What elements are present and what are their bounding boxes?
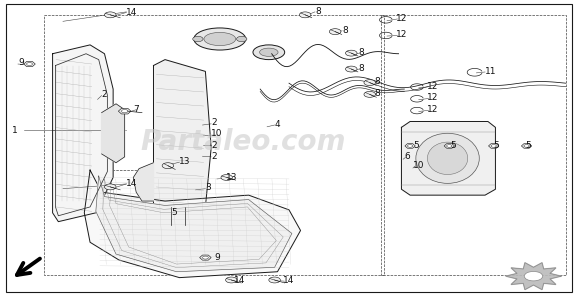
Text: 12: 12 [427, 82, 439, 91]
Text: 5: 5 [171, 208, 176, 217]
Text: 14: 14 [127, 8, 138, 17]
Ellipse shape [427, 142, 468, 175]
Text: 8: 8 [375, 77, 380, 86]
Polygon shape [118, 108, 131, 114]
Polygon shape [521, 144, 532, 148]
Text: 12: 12 [427, 105, 439, 114]
Ellipse shape [192, 36, 203, 42]
Circle shape [105, 12, 116, 18]
Circle shape [447, 145, 452, 147]
Polygon shape [402, 121, 495, 195]
Circle shape [346, 50, 357, 56]
Circle shape [269, 277, 280, 283]
Circle shape [221, 175, 232, 180]
Text: 11: 11 [485, 67, 497, 76]
Polygon shape [24, 62, 35, 67]
Polygon shape [96, 176, 292, 272]
Text: 13: 13 [225, 173, 237, 182]
Polygon shape [199, 255, 211, 260]
Circle shape [329, 29, 341, 35]
Text: 5: 5 [525, 141, 531, 149]
Text: 10: 10 [211, 129, 223, 138]
Text: 9: 9 [18, 58, 24, 67]
Circle shape [121, 110, 128, 113]
Text: 8: 8 [358, 48, 364, 57]
Text: 3: 3 [205, 183, 211, 192]
Bar [381, 15, 566, 275]
Text: 2: 2 [211, 141, 217, 149]
Polygon shape [102, 104, 125, 163]
Text: 14: 14 [127, 179, 138, 188]
Polygon shape [488, 144, 499, 148]
Circle shape [27, 62, 32, 65]
Circle shape [524, 145, 529, 147]
Ellipse shape [194, 28, 246, 50]
Circle shape [407, 145, 413, 147]
Circle shape [524, 271, 543, 281]
Polygon shape [405, 144, 415, 148]
Text: Partaleo.com: Partaleo.com [140, 128, 346, 156]
Polygon shape [444, 144, 454, 148]
Text: 2: 2 [211, 118, 217, 128]
Bar [44, 15, 384, 275]
Polygon shape [53, 45, 113, 222]
Text: 8: 8 [375, 89, 380, 98]
Polygon shape [134, 163, 154, 201]
Text: 5: 5 [413, 141, 418, 149]
Text: 10: 10 [413, 161, 424, 170]
Circle shape [202, 256, 208, 259]
Circle shape [299, 12, 311, 18]
Text: 8: 8 [315, 7, 321, 15]
Circle shape [491, 145, 497, 147]
Ellipse shape [253, 45, 285, 59]
Text: 13: 13 [179, 157, 191, 166]
Circle shape [105, 184, 116, 190]
Text: 2: 2 [211, 152, 217, 161]
Text: 1: 1 [12, 126, 18, 135]
Text: 8: 8 [342, 26, 348, 35]
Circle shape [225, 277, 237, 283]
Text: 4: 4 [275, 120, 280, 129]
Text: 7: 7 [134, 105, 139, 114]
Circle shape [346, 66, 357, 72]
Text: 6: 6 [405, 152, 410, 161]
Text: 14: 14 [283, 276, 295, 285]
Text: 12: 12 [427, 94, 439, 102]
Text: 5: 5 [450, 141, 456, 149]
Polygon shape [154, 59, 211, 216]
Polygon shape [84, 170, 301, 278]
Text: 2: 2 [102, 91, 108, 99]
Circle shape [364, 91, 376, 97]
Text: 14: 14 [234, 276, 246, 285]
Bar [90, 170, 188, 208]
Text: 12: 12 [396, 14, 407, 23]
Ellipse shape [236, 36, 247, 42]
Text: 9: 9 [214, 252, 220, 261]
Ellipse shape [204, 32, 236, 46]
Circle shape [162, 163, 173, 169]
Ellipse shape [260, 48, 278, 56]
Text: 12: 12 [396, 30, 407, 39]
Text: 8: 8 [358, 64, 364, 73]
Polygon shape [506, 263, 561, 289]
Circle shape [364, 80, 376, 86]
Text: 5: 5 [494, 141, 499, 149]
Ellipse shape [416, 133, 479, 183]
